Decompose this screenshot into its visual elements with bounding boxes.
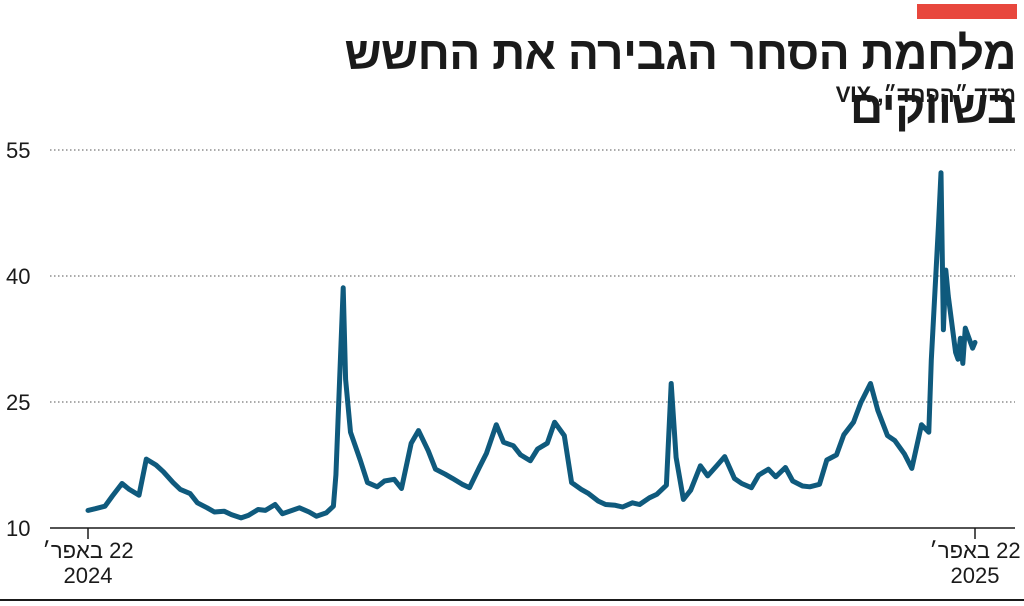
x-tick-year: 2025 [951,563,1000,588]
y-axis: 10 25 40 55 [6,138,30,541]
grid-layer [50,149,1015,529]
y-tick-label: 55 [6,138,30,163]
x-tick-label: 22 באפר׳ [929,538,1020,563]
x-tick-label: 22 באפר׳ [42,538,133,563]
x-tick-year: 2024 [64,563,113,588]
accent-bar [917,4,1017,19]
y-tick-label: 25 [6,390,30,415]
y-tick-label: 40 [6,264,30,289]
chart-subtitle: מדד ״הפחד״, VIX [835,82,1016,107]
bottom-rule [0,599,1024,601]
y-tick-label: 10 [6,516,30,541]
series-layer [85,170,978,521]
vix-series-line [85,170,978,521]
chart-title: מלחמת הסחר הגבירה את החשש בשווקים [344,27,1017,133]
